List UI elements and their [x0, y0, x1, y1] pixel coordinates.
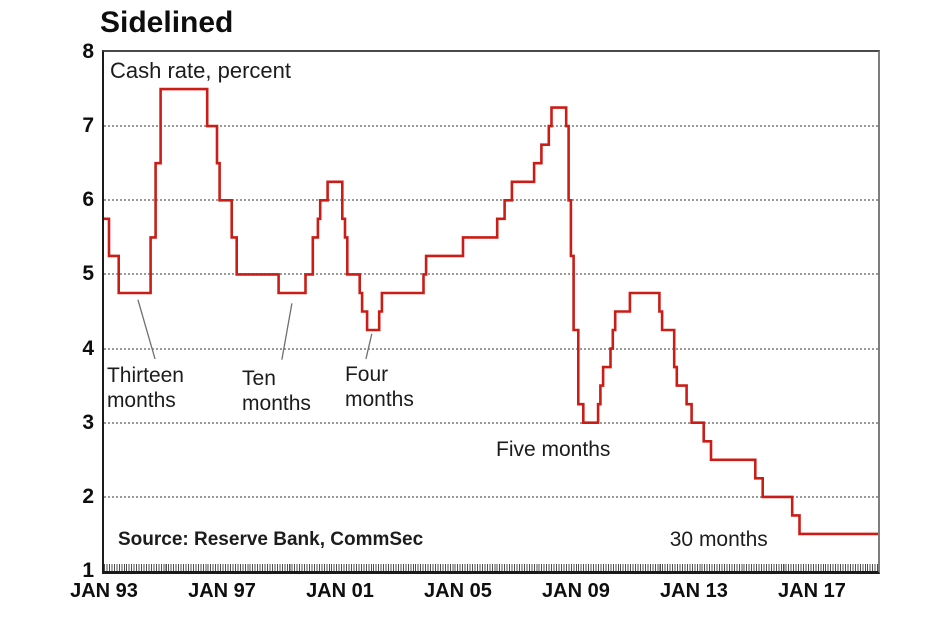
y-tick-label-3: 3: [82, 410, 94, 434]
x-tick-label-jan-09: JAN 09: [542, 580, 610, 602]
x-tick-label-jan-17: JAN 17: [778, 580, 846, 602]
y-tick-label-5: 5: [82, 262, 94, 286]
y-tick-label-7: 7: [82, 114, 94, 138]
chart-title: Sidelined: [100, 6, 234, 39]
x-tick-label-jan-13: JAN 13: [660, 580, 728, 602]
gridline-5: [104, 273, 878, 276]
four-months-leader-line: [365, 333, 373, 360]
y-tick-label-1: 1: [82, 559, 94, 582]
annotation-thirteen-months: Thirteen months: [106, 364, 184, 413]
cash-rate-step-line: [104, 87, 878, 536]
plot-area: Cash rate, percent Thirteen months Ten mo…: [102, 50, 880, 574]
x-axis-minor-ticks: [104, 564, 878, 571]
gridline-3: [104, 421, 878, 424]
y-tick-label-4: 4: [82, 336, 94, 360]
annotations-layer: Thirteen months Ten months Four months Five…: [104, 52, 878, 571]
gridline-2: [104, 495, 878, 498]
gridline-6: [104, 199, 878, 202]
ten-months-leader-line: [281, 303, 293, 360]
y-tick-label-2: 2: [82, 484, 94, 508]
series-label: Cash rate, percent: [110, 58, 291, 83]
x-tick-label-jan-01: JAN 01: [306, 580, 374, 602]
annotation-thirty-months: 30 months: [669, 527, 768, 551]
source-note: Source: Reserve Bank, CommSec: [118, 529, 424, 550]
annotation-five-months: Five months: [496, 437, 611, 461]
annotation-four-months: Four months: [344, 362, 414, 411]
x-tick-label-jan-05: JAN 05: [424, 580, 492, 602]
x-tick-label-jan-93: JAN 93: [70, 580, 138, 602]
annotation-ten-months: Ten months: [242, 367, 311, 416]
gridlines: [104, 52, 878, 571]
gridline-4: [104, 347, 878, 350]
cash-rate-series-path: [104, 87, 878, 536]
x-tick-label-jan-97: JAN 97: [188, 580, 256, 602]
y-tick-label-6: 6: [82, 188, 94, 212]
y-tick-label-8: 8: [82, 40, 94, 63]
thirteen-months-leader-line: [137, 299, 156, 360]
gridline-7: [104, 125, 878, 128]
